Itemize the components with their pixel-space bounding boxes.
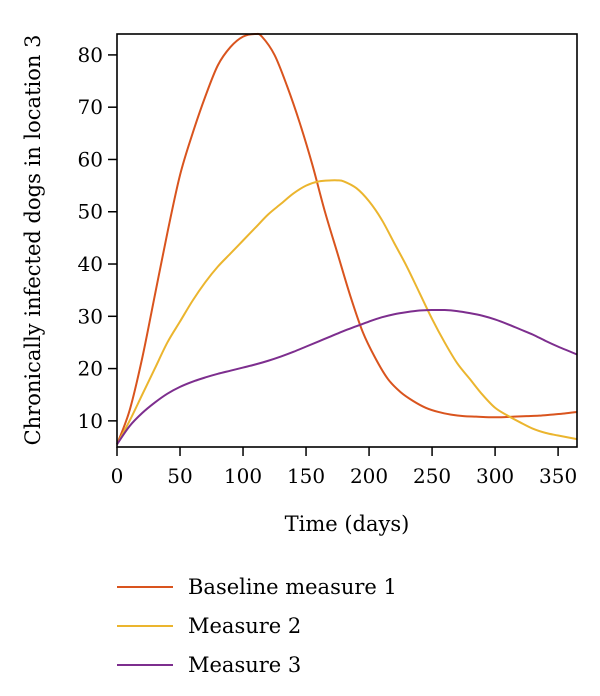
y-tick-label: 80 xyxy=(78,43,103,67)
y-tick-label: 60 xyxy=(78,147,103,171)
x-tick-label: 200 xyxy=(350,464,388,488)
legend-label: Measure 2 xyxy=(188,614,301,638)
x-tick-label: 350 xyxy=(539,464,577,488)
series-line-3 xyxy=(116,308,578,445)
y-tick-label: 10 xyxy=(78,409,103,433)
y-tick-label: 20 xyxy=(78,357,103,381)
series-line-1 xyxy=(116,32,578,445)
x-tick-label: 50 xyxy=(167,464,192,488)
x-axis-ticks: 0 50 100 150 200 250 300 350 xyxy=(111,447,577,488)
x-tick-label: 0 xyxy=(111,464,124,488)
x-tick-label: 100 xyxy=(224,464,262,488)
y-axis-title: Chronically infected dogs in location 3 xyxy=(21,35,45,446)
x-tick-label: 150 xyxy=(287,464,325,488)
y-tick-label: 40 xyxy=(78,252,103,276)
series-line-2 xyxy=(116,179,578,445)
x-tick-label: 250 xyxy=(413,464,451,488)
plot-lines xyxy=(116,32,578,445)
y-axis-ticks: 10 20 30 40 50 60 70 80 xyxy=(78,43,117,433)
y-tick-label: 50 xyxy=(78,200,103,224)
y-tick-label: 30 xyxy=(78,304,103,328)
x-axis-title: Time (days) xyxy=(285,512,410,536)
legend-label: Measure 3 xyxy=(188,653,301,677)
plot-frame xyxy=(116,33,578,448)
x-tick-label: 300 xyxy=(476,464,514,488)
legend-label: Baseline measure 1 xyxy=(188,575,397,599)
y-tick-label: 70 xyxy=(78,95,103,119)
legend: Baseline measure 1 Measure 2 Measure 3 xyxy=(117,575,397,677)
